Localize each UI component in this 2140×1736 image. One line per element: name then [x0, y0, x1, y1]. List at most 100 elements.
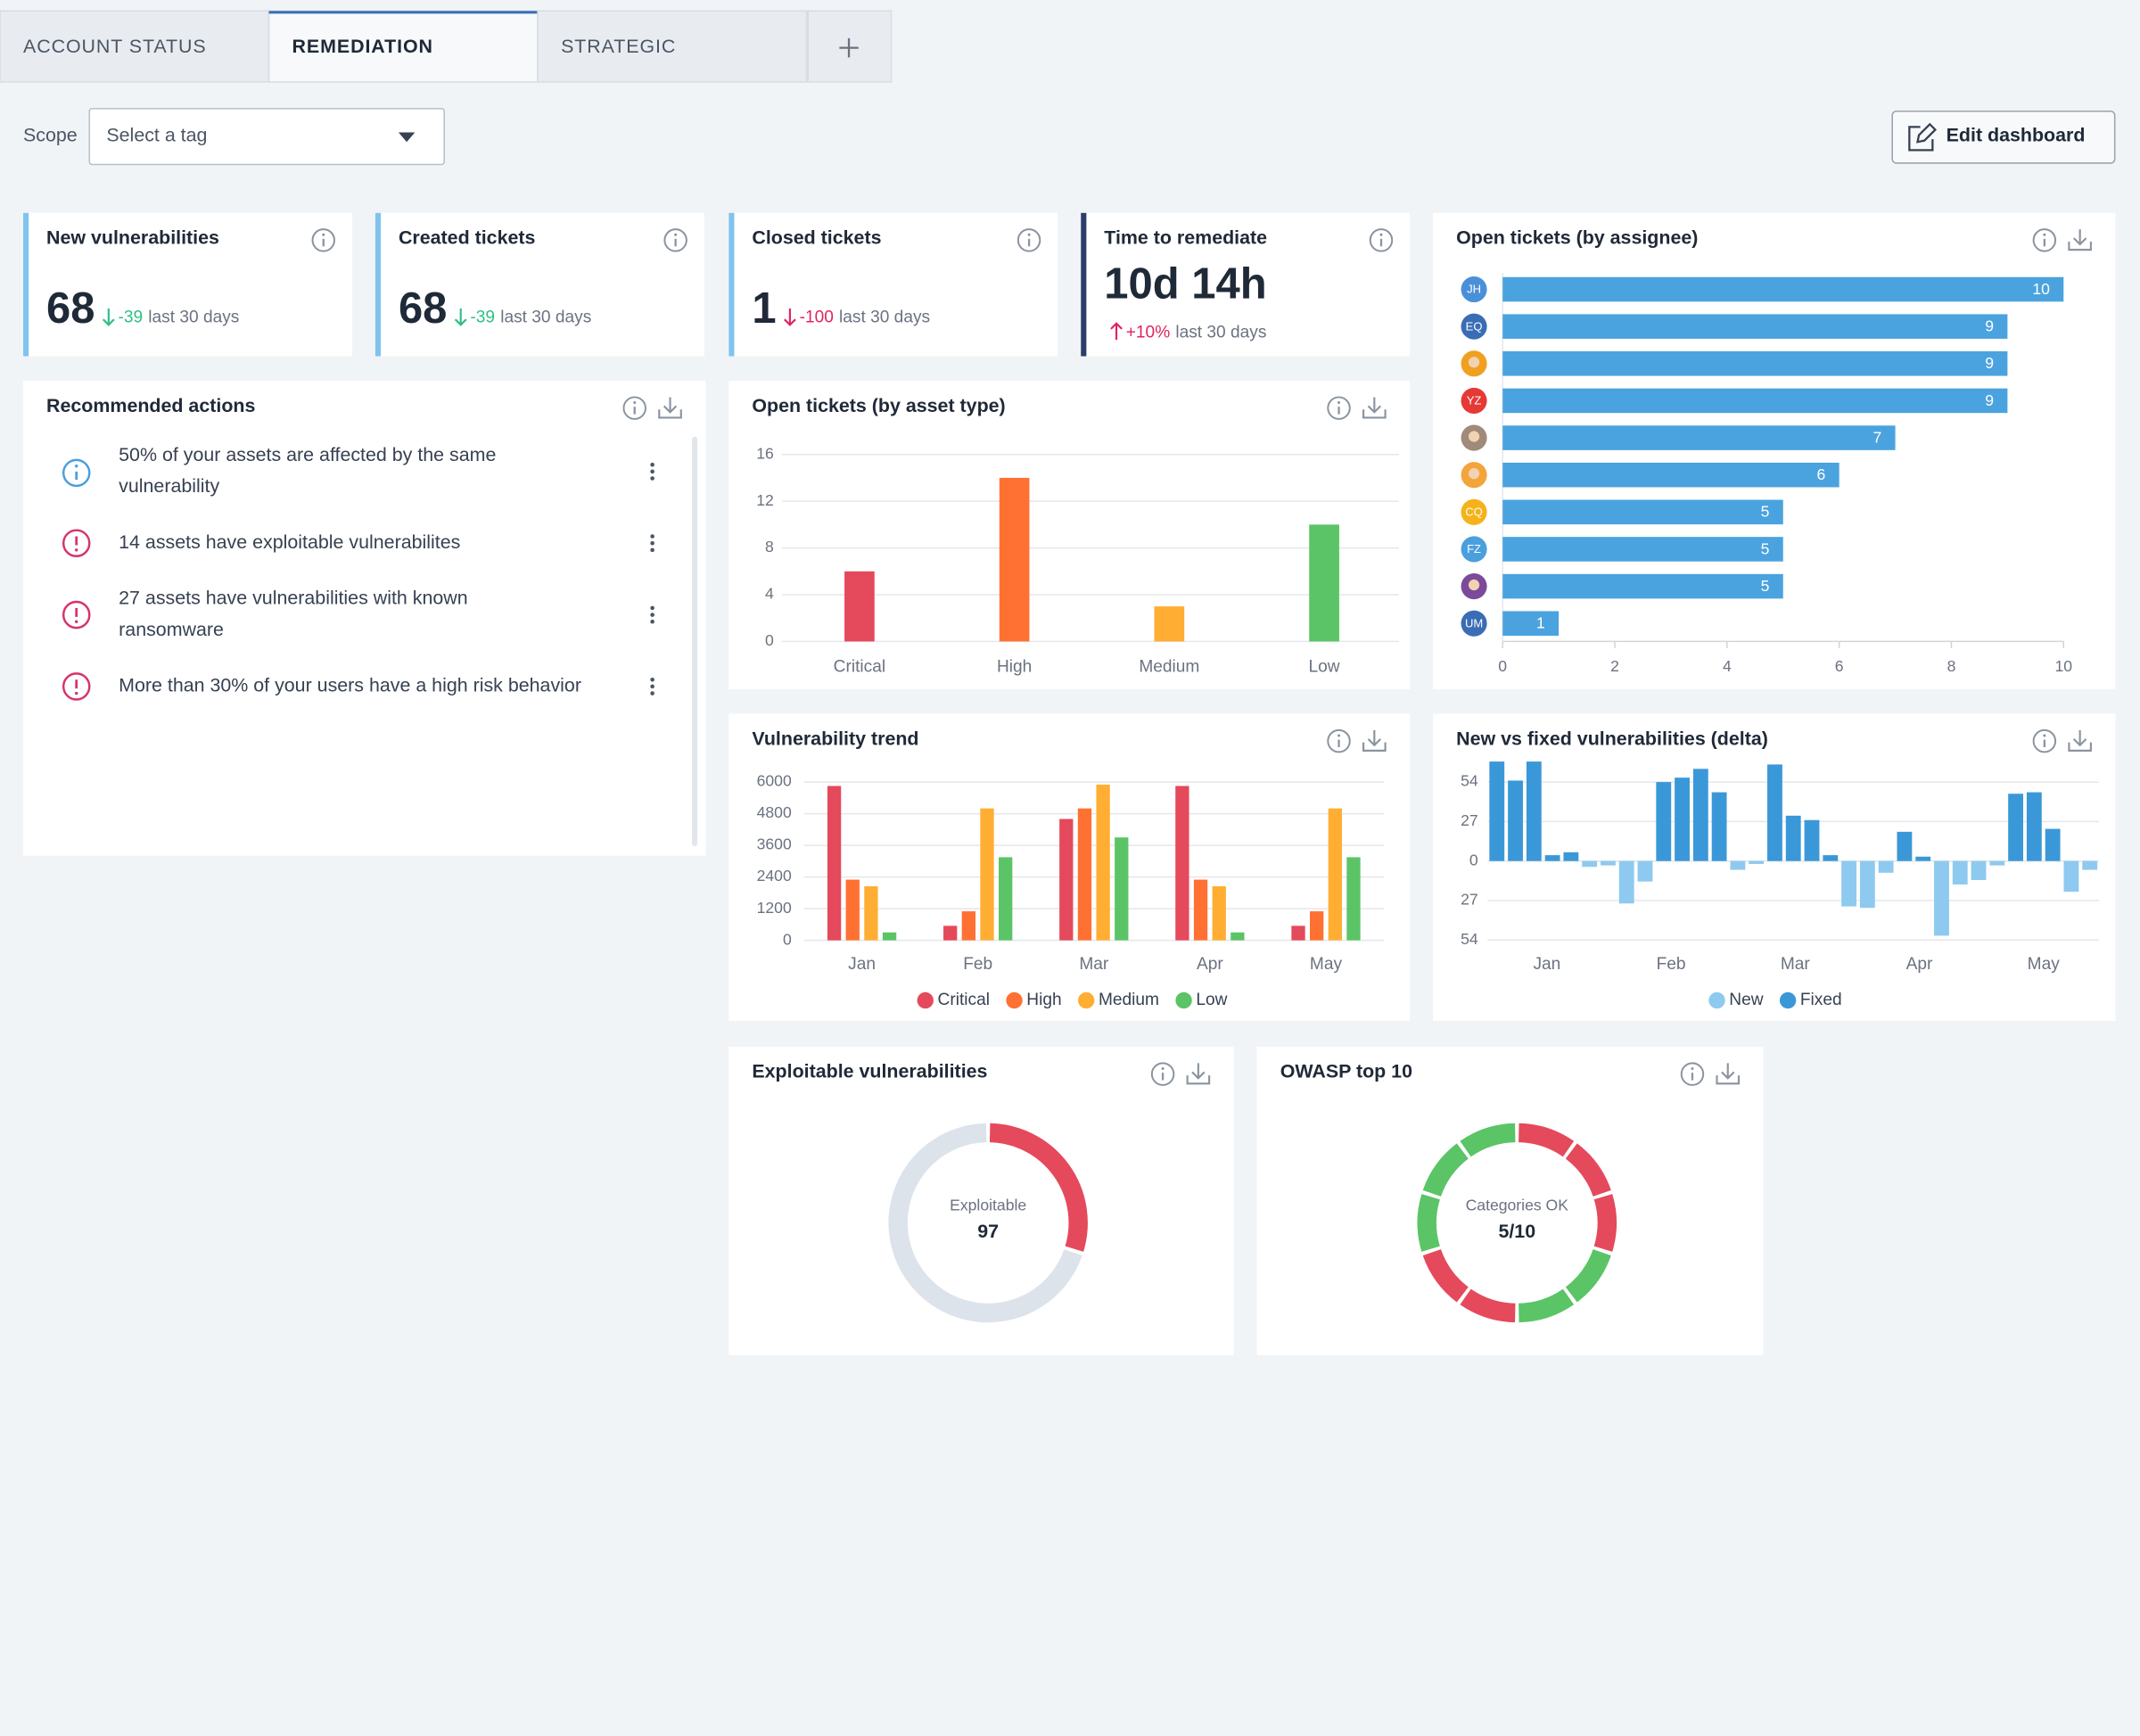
download-icon[interactable] — [2068, 729, 2092, 752]
action-menu-dot[interactable] — [650, 476, 654, 481]
download-icon[interactable] — [1362, 729, 1387, 752]
info-icon-dot — [1338, 734, 1341, 737]
y-tick-label: 4 — [765, 585, 774, 603]
card-title: Recommended actions — [46, 395, 255, 416]
bar — [882, 932, 897, 941]
bar — [2008, 794, 2023, 861]
download-icon[interactable] — [2068, 229, 2092, 251]
bar — [1502, 425, 1896, 450]
action-menu-dot[interactable] — [650, 462, 654, 467]
download-icon[interactable] — [1186, 1063, 1211, 1085]
info-icon[interactable] — [2032, 228, 2057, 252]
action-menu-dot[interactable] — [650, 677, 654, 682]
action-menu-dot[interactable] — [650, 691, 654, 695]
action-menu-dot[interactable] — [650, 469, 654, 474]
tab[interactable] — [537, 10, 808, 83]
bar-value-label: 7 — [1872, 428, 1881, 446]
bar — [1730, 860, 1746, 870]
info-icon[interactable] — [311, 228, 335, 252]
action-menu-dot[interactable] — [650, 684, 654, 689]
tab-label: ACCOUNT STATUS — [23, 36, 207, 57]
x-tick-label: Feb — [1657, 955, 1686, 974]
bar — [1841, 860, 1856, 907]
info-icon-dot — [1379, 233, 1383, 236]
kpi-accent — [728, 212, 735, 357]
edit-icon — [1908, 122, 1938, 152]
bar — [1897, 831, 1913, 861]
kpi-period: last 30 days — [148, 309, 239, 327]
legend-label: Medium — [1099, 991, 1159, 1009]
x-tick-label: Critical — [834, 658, 885, 677]
bar — [1309, 524, 1339, 642]
donut-segment — [1565, 1143, 1611, 1197]
info-icon[interactable] — [1369, 228, 1394, 252]
info-icon[interactable] — [2032, 728, 2057, 753]
info-icon-dot — [75, 465, 78, 468]
info-icon[interactable] — [663, 228, 687, 252]
donut-segment — [1518, 1288, 1575, 1323]
bar — [1618, 860, 1634, 904]
info-icon-dot — [2043, 233, 2046, 236]
scope-dropdown[interactable] — [88, 107, 445, 166]
bar — [1154, 606, 1185, 642]
x-tick-label: 8 — [1947, 657, 1956, 675]
info-icon[interactable] — [1680, 1062, 1705, 1086]
bar-value-label: 1 — [1536, 614, 1545, 632]
alert-icon — [62, 529, 91, 557]
kpi-value: 10d 14h — [1104, 259, 1266, 308]
donut-center-label: Exploitable — [950, 1197, 1026, 1214]
donut-segment — [1460, 1288, 1516, 1323]
info-icon-dot — [674, 233, 678, 236]
bar — [2082, 860, 2098, 870]
kpi-trend-arrow — [454, 308, 467, 326]
bar — [1859, 860, 1875, 909]
bar — [1563, 852, 1579, 861]
edit-dashboard-button[interactable] — [1891, 111, 2116, 164]
x-tick-label: Mar — [1781, 955, 1811, 974]
info-icon[interactable] — [1327, 396, 1351, 420]
action-menu-dot[interactable] — [650, 540, 654, 546]
action-menu-dot[interactable] — [650, 619, 654, 624]
info-icon-dot — [633, 401, 637, 405]
y-tick-label: 27 — [1461, 891, 1478, 909]
bar — [1502, 314, 2008, 339]
y-tick-label: 16 — [756, 444, 774, 462]
action-menu-dot[interactable] — [650, 534, 654, 539]
info-icon[interactable] — [1327, 728, 1351, 753]
alert-icon — [62, 672, 91, 701]
legend-swatch — [1006, 991, 1023, 1009]
bar-value-label: 5 — [1761, 539, 1770, 557]
bar — [999, 477, 1030, 642]
info-icon[interactable] — [1017, 228, 1041, 252]
action-menu-dot[interactable] — [650, 605, 654, 611]
avatar-face — [1468, 579, 1480, 591]
x-tick-label: Low — [1309, 658, 1340, 677]
action-text: vulnerability — [119, 475, 219, 497]
action-menu-dot[interactable] — [650, 613, 654, 617]
action-text: 27 assets have vulnerabilities with know… — [119, 588, 467, 609]
donut-segment — [1460, 1123, 1516, 1157]
download-icon[interactable] — [1716, 1063, 1741, 1085]
download-icon[interactable] — [658, 397, 682, 419]
kpi-title: Time to remediate — [1104, 227, 1267, 249]
action-text: 14 assets have exploitable vulnerabilite… — [119, 531, 460, 553]
bar-value-label: 9 — [1985, 354, 1994, 372]
card — [1433, 713, 2116, 1021]
x-tick-label: Feb — [963, 955, 992, 974]
info-icon[interactable] — [622, 396, 646, 420]
tab[interactable] — [0, 10, 270, 83]
card-title: Open tickets (by assignee) — [1456, 227, 1698, 249]
info-icon[interactable] — [1150, 1062, 1175, 1086]
download-icon[interactable] — [1362, 397, 1387, 419]
card — [23, 381, 706, 856]
avatar-face — [1468, 357, 1480, 368]
assignee-avatar — [1461, 498, 1487, 525]
donut-center-label: Categories OK — [1466, 1197, 1569, 1214]
card — [374, 212, 704, 357]
y-tick-label: 0 — [1469, 851, 1478, 868]
action-menu-dot[interactable] — [650, 547, 654, 553]
bar — [1711, 792, 1727, 861]
bar — [1989, 860, 2005, 866]
tab[interactable] — [268, 10, 539, 83]
bar — [827, 786, 842, 941]
